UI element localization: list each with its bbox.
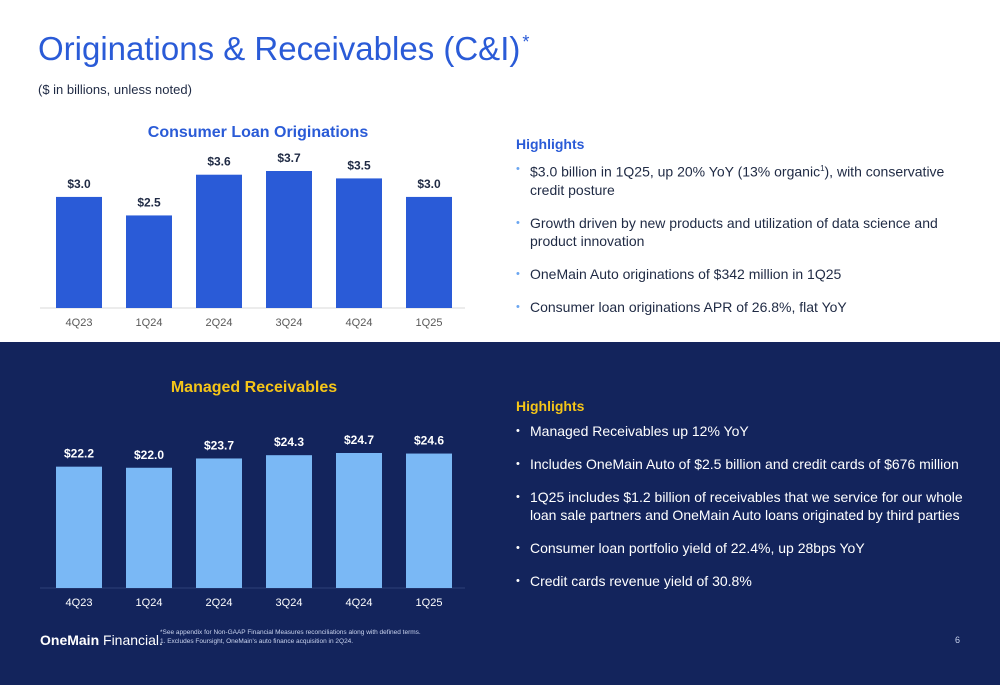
x-tick-label: 3Q24 xyxy=(276,597,303,609)
highlights-list: Managed Receivables up 12% YoY Includes … xyxy=(516,422,966,590)
company-logo: OneMain Financial. xyxy=(40,632,163,648)
x-tick-label: 4Q24 xyxy=(346,317,373,329)
chart-title: Consumer Loan Originations xyxy=(148,124,369,141)
highlight-item: $3.0 billion in 1Q25, up 20% YoY (13% or… xyxy=(516,160,966,199)
highlight-item: 1Q25 includes $1.2 billion of receivable… xyxy=(516,488,966,524)
data-label: $3.0 xyxy=(67,177,91,191)
footnote-line: 1. Excludes Foursight, OneMain's auto fi… xyxy=(160,638,354,645)
x-tick-label: 2Q24 xyxy=(206,317,233,329)
highlight-item: Consumer loan originations APR of 26.8%,… xyxy=(516,298,966,316)
x-tick-label: 4Q24 xyxy=(346,597,373,609)
bar-2Q24 xyxy=(196,174,242,308)
data-label: $24.7 xyxy=(344,433,374,447)
highlight-footnote-ref: 1 xyxy=(820,164,825,173)
page-subtitle: ($ in billions, unless noted) xyxy=(38,82,192,97)
bar-4Q24 xyxy=(336,453,382,588)
bar-3Q24 xyxy=(266,455,312,588)
data-label: $24.6 xyxy=(414,434,444,448)
highlight-text-tail: ), with conservative credit posture xyxy=(530,163,945,198)
bar-1Q24 xyxy=(126,215,172,308)
data-label: $3.5 xyxy=(347,158,371,172)
bar-1Q25 xyxy=(406,453,452,588)
data-label: $23.7 xyxy=(204,438,234,452)
highlight-item: Growth driven by new products and utiliz… xyxy=(516,214,966,250)
footnote: *See appendix for Non-GAAP Financial Mea… xyxy=(160,628,480,646)
page-title-text: Originations & Receivables (C&I) xyxy=(38,30,521,67)
logo-bold: OneMain xyxy=(40,632,100,648)
bar-4Q24 xyxy=(336,178,382,308)
data-label: $22.2 xyxy=(64,447,94,461)
x-tick-label: 4Q23 xyxy=(66,317,93,329)
originations-chart: Consumer Loan Originations $3.0 4Q23 $2.5 1… xyxy=(40,124,465,329)
highlights-list: $3.0 billion in 1Q25, up 20% YoY (13% or… xyxy=(516,160,966,316)
bar-4Q23 xyxy=(56,196,102,308)
highlight-item: OneMain Auto originations of $342 millio… xyxy=(516,265,966,283)
highlights-heading: Highlights xyxy=(516,136,585,152)
highlight-item: Includes OneMain Auto of $2.5 billion an… xyxy=(516,455,966,473)
data-label: $3.6 xyxy=(207,155,231,169)
bar-1Q24 xyxy=(126,467,172,588)
x-tick-label: 3Q24 xyxy=(276,317,303,329)
bar-3Q24 xyxy=(266,171,312,308)
data-label: $24.3 xyxy=(274,435,304,449)
highlights-heading: Highlights xyxy=(516,398,585,414)
highlights-originations: Highlights $3.0 billion in 1Q25, up 20% … xyxy=(516,136,966,331)
highlight-item: Consumer loan portfolio yield of 22.4%, … xyxy=(516,539,966,557)
data-label: $2.5 xyxy=(137,195,161,209)
chart-title: Managed Receivables xyxy=(171,379,337,396)
x-tick-label: 1Q24 xyxy=(136,317,163,329)
x-tick-label: 1Q25 xyxy=(416,597,443,609)
title-footnote-marker: * xyxy=(522,32,530,52)
data-label: $3.7 xyxy=(277,151,301,165)
data-label: $3.0 xyxy=(417,177,441,191)
page-number: 6 xyxy=(955,635,961,645)
x-tick-label: 1Q24 xyxy=(136,597,163,609)
bar-4Q23 xyxy=(56,466,102,588)
highlight-text: $3.0 billion in 1Q25, up 20% YoY (13% or… xyxy=(530,163,821,180)
highlight-item: Managed Receivables up 12% YoY xyxy=(516,422,966,440)
x-tick-label: 1Q25 xyxy=(416,317,443,329)
highlights-receivables: Highlights Managed Receivables up 12% Yo… xyxy=(516,398,966,605)
highlight-item: Credit cards revenue yield of 30.8% xyxy=(516,572,966,590)
bar-2Q24 xyxy=(196,458,242,588)
logo-regular: Financial. xyxy=(99,632,163,648)
footnote-line: *See appendix for Non-GAAP Financial Mea… xyxy=(160,629,421,636)
data-label: $22.0 xyxy=(134,448,164,462)
bar-1Q25 xyxy=(406,196,452,308)
x-tick-label: 2Q24 xyxy=(206,597,233,609)
page-title: Originations & Receivables (C&I) * xyxy=(38,30,530,68)
x-tick-label: 4Q23 xyxy=(66,597,93,609)
